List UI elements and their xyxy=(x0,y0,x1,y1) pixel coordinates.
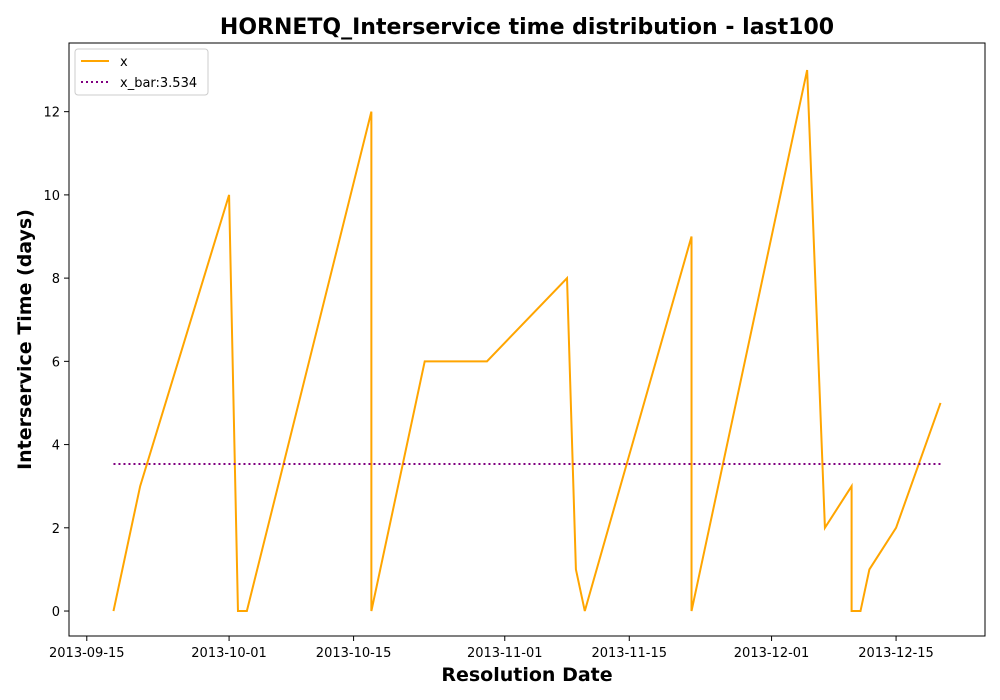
plot-frame xyxy=(68,42,986,637)
x-tick-label: 2013-11-01 xyxy=(467,646,543,661)
x-tick-label: 2013-12-01 xyxy=(734,646,810,661)
x-axis-label: Resolution Date xyxy=(441,664,612,686)
y-tick-label: 12 xyxy=(43,106,60,121)
y-axis-ticks: 0 2 4 6 8 10 12 xyxy=(43,106,69,620)
series-line-x xyxy=(112,69,942,613)
x-tick-label: 2013-10-01 xyxy=(191,646,267,661)
x-tick-label: 2013-10-15 xyxy=(316,646,392,661)
y-axis-label: Interservice Time (days) xyxy=(14,209,36,470)
y-tick-label: 4 xyxy=(52,439,60,454)
series-lines xyxy=(112,69,942,613)
x-axis-ticks: 2013-09-15 2013-10-01 2013-10-15 2013-11-01… xyxy=(49,636,934,661)
plot-area: 2013-09-15 2013-10-01 2013-10-15 2013-11-01… xyxy=(43,42,986,661)
legend: x x_bar:3.534 xyxy=(74,48,209,96)
y-tick-label: 8 xyxy=(52,272,60,287)
x-tick-label: 2013-11-15 xyxy=(591,646,667,661)
chart-title: HORNETQ_Interservice time distribution -… xyxy=(220,15,834,40)
legend-label-x: x xyxy=(120,55,128,70)
y-tick-label: 2 xyxy=(52,522,60,537)
x-tick-label: 2013-12-15 xyxy=(858,646,934,661)
y-tick-label: 6 xyxy=(52,355,60,370)
legend-label-x-bar: x_bar:3.534 xyxy=(120,76,197,91)
y-tick-label: 0 xyxy=(52,605,60,620)
y-tick-label: 10 xyxy=(43,189,60,204)
x-tick-label: 2013-09-15 xyxy=(49,646,125,661)
